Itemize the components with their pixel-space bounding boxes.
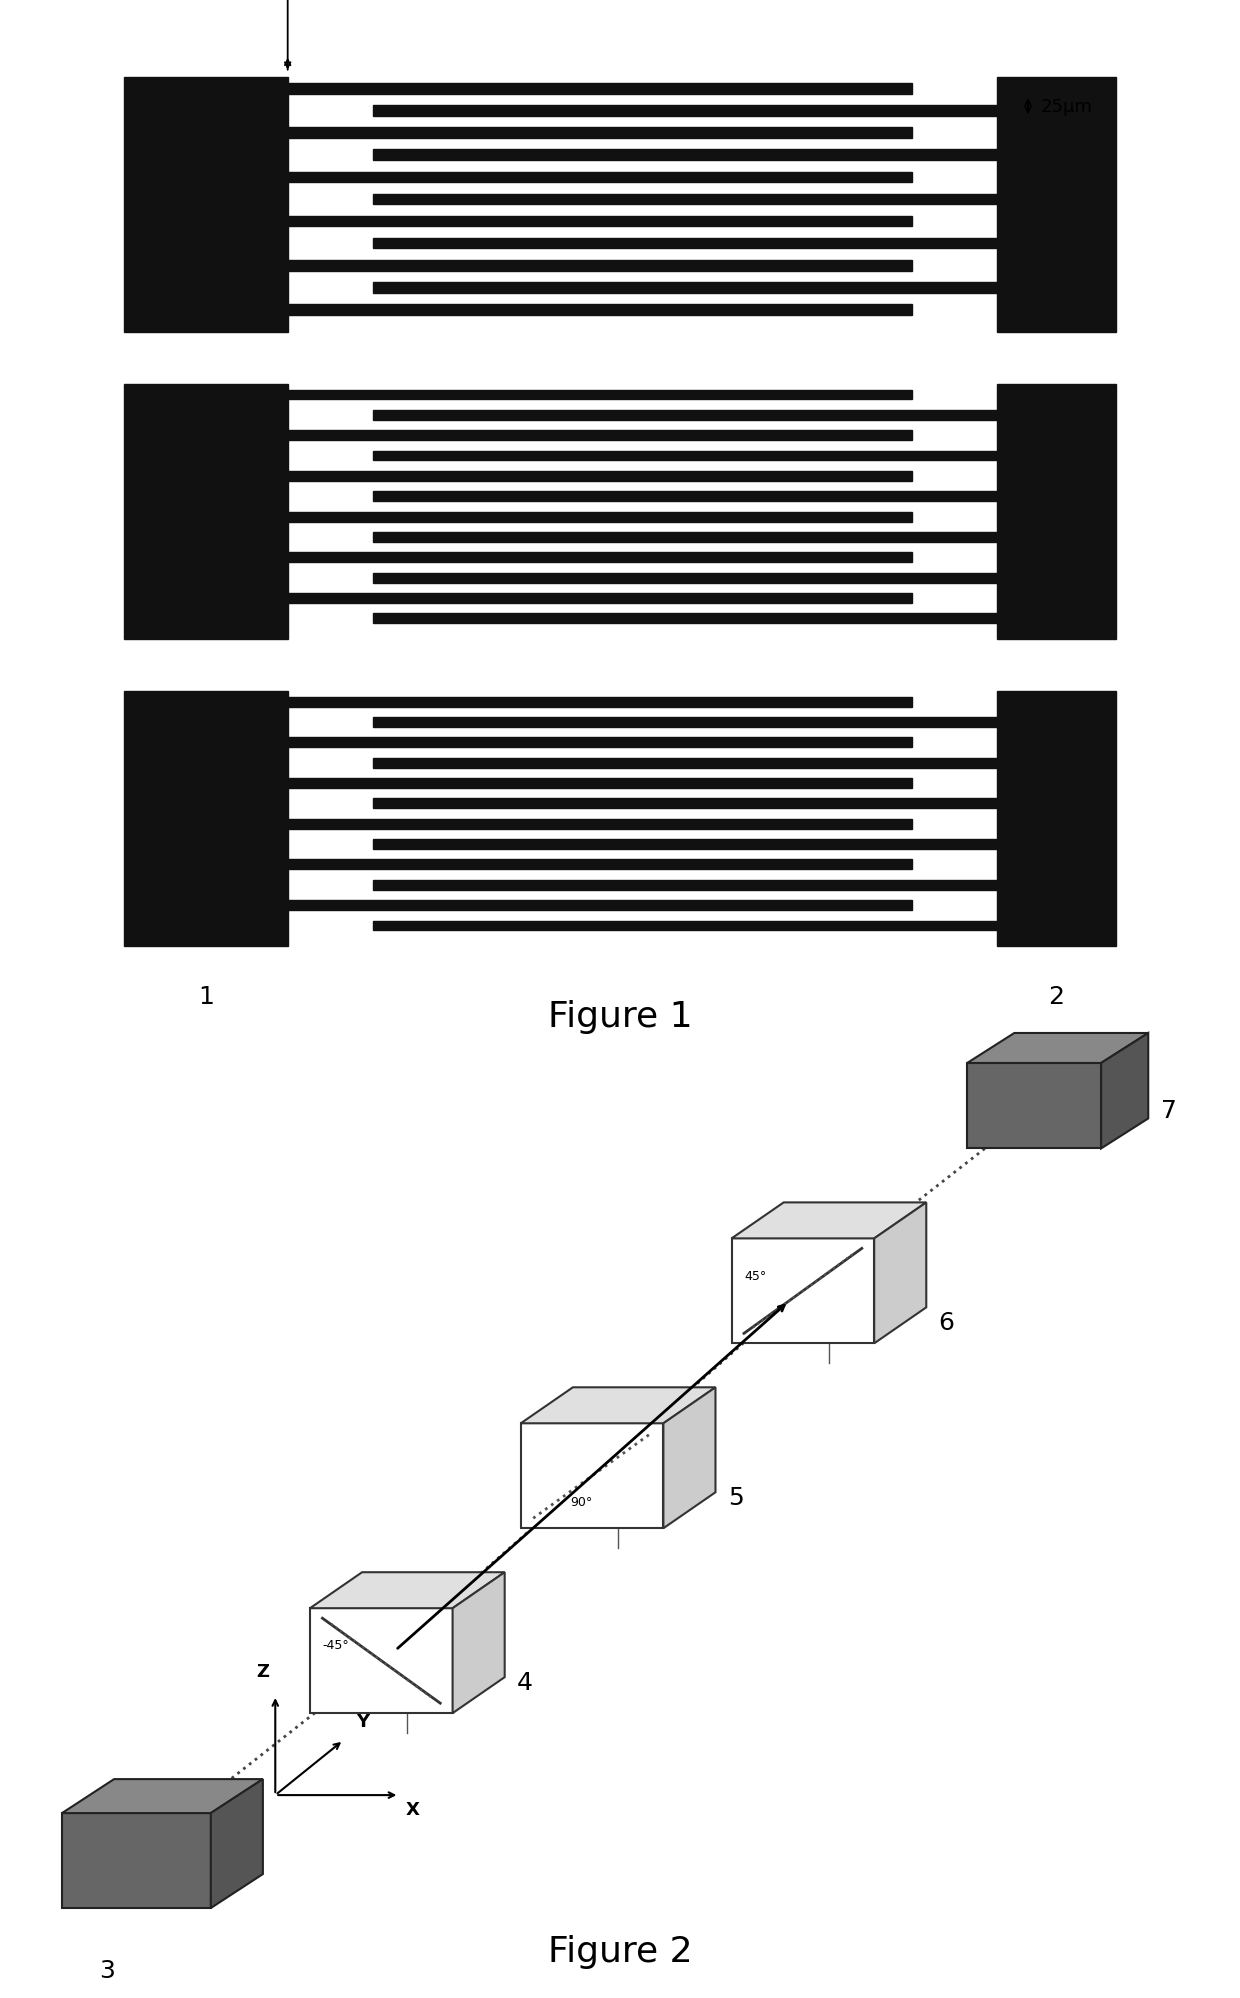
Bar [373,717,997,727]
Bar [373,194,997,206]
Bar [288,513,911,521]
Text: 7: 7 [1161,1099,1177,1123]
Bar [288,901,911,911]
Bar [373,921,997,931]
Text: 4: 4 [517,1670,533,1694]
Polygon shape [967,1033,1148,1063]
Bar [288,737,911,747]
Bar [373,492,997,501]
Bar [997,691,1116,947]
Polygon shape [732,1239,874,1343]
Bar [373,106,997,116]
Bar [288,128,911,140]
Text: 2: 2 [1049,985,1064,1009]
Bar [373,533,997,543]
Text: -45°: -45° [322,1638,350,1652]
Bar [124,386,288,639]
Text: Y: Y [356,1712,370,1730]
Polygon shape [521,1387,715,1423]
Bar [373,613,997,623]
Polygon shape [62,1814,211,1908]
Bar [373,284,997,294]
Text: 5: 5 [728,1485,744,1508]
Bar [373,412,997,422]
Bar [288,84,911,94]
Text: Figure 2: Figure 2 [548,1934,692,1968]
Bar [124,78,288,332]
Bar [288,819,911,829]
Polygon shape [874,1203,926,1343]
Polygon shape [663,1387,715,1528]
Polygon shape [310,1608,453,1714]
Bar [288,216,911,228]
Bar [288,172,911,184]
Bar [373,573,997,583]
Bar [288,553,911,563]
Text: Z: Z [257,1662,269,1680]
Bar [288,262,911,272]
Bar [288,432,911,442]
Bar [288,859,911,869]
Bar [997,78,1116,332]
Bar [997,386,1116,639]
Polygon shape [1101,1033,1148,1149]
Bar [288,472,911,482]
Text: 25μm: 25μm [1040,98,1092,116]
Text: 45°: 45° [744,1269,766,1283]
Polygon shape [521,1423,663,1528]
Bar [288,593,911,603]
Text: X: X [405,1800,419,1818]
Bar [373,759,997,767]
Bar [373,452,997,462]
Bar [288,390,911,400]
Bar [373,150,997,162]
Polygon shape [967,1063,1101,1149]
Bar [288,697,911,707]
Text: 1: 1 [198,985,213,1009]
Bar [288,306,911,316]
Bar [373,240,997,250]
Bar [373,799,997,809]
Polygon shape [211,1778,263,1908]
Text: 6: 6 [939,1311,955,1335]
Text: Figure 1: Figure 1 [548,999,692,1033]
Polygon shape [732,1203,926,1239]
Polygon shape [310,1572,505,1608]
Bar [373,839,997,849]
Bar [373,881,997,891]
Bar [124,691,288,947]
Text: 90°: 90° [570,1497,593,1508]
Polygon shape [62,1778,263,1814]
Text: 3: 3 [99,1958,114,1982]
Bar [288,779,911,789]
Polygon shape [453,1572,505,1714]
